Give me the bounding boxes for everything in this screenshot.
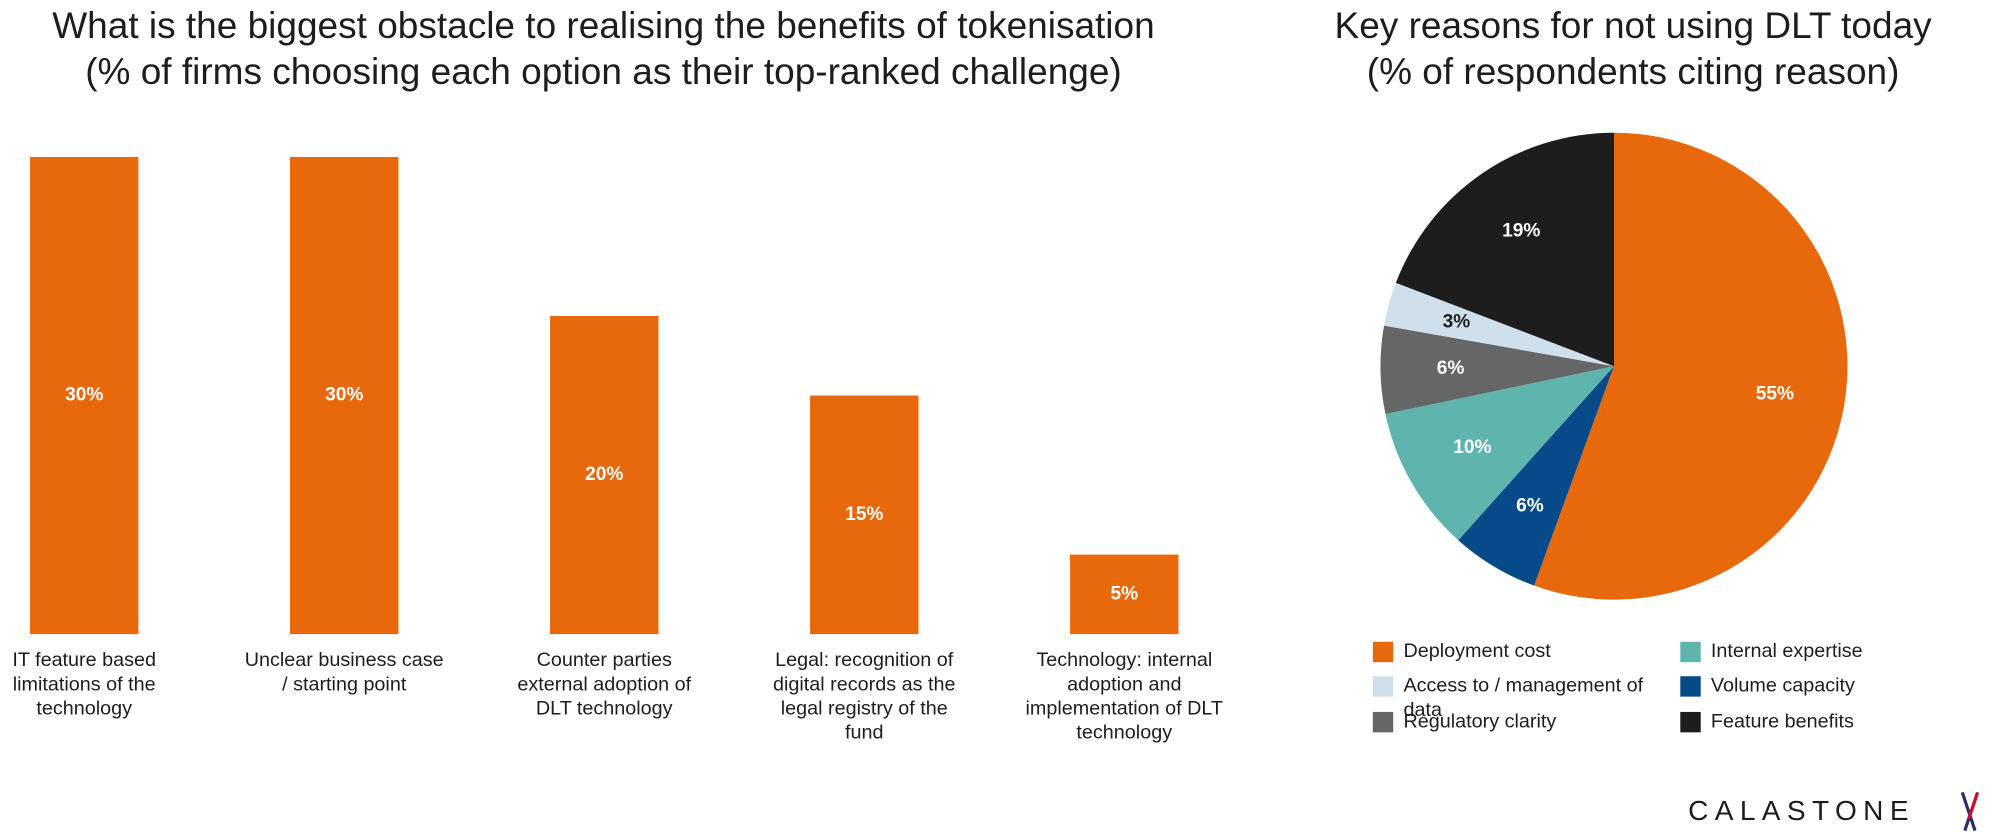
bar [810,395,919,635]
slice-label: 10% [1453,437,1491,458]
category-label-box: IT feature based limitations of the tech… [12,649,157,720]
legend-label-box: Access to / management of data [1403,674,1644,721]
slice-label: 3% [1443,312,1471,333]
pie-slice [1380,325,1614,415]
pie-slice [1384,282,1614,367]
category-label: Technology: internal adoption and implem… [1025,649,1224,744]
slice-label: 6% [1516,495,1544,516]
legend-label-box: Internal expertise [1710,640,1863,663]
pie-slice [1534,132,1848,600]
legend-swatch [1372,676,1394,697]
category-label: Counter parties external adoption of DLT… [517,649,692,720]
legend-label: Deployment cost [1403,640,1551,663]
pie-slice [1458,366,1614,586]
value-label: 30% [325,385,363,406]
bar [550,316,659,635]
slice-label: 6% [1437,358,1465,379]
category-label-box: Technology: internal adoption and implem… [1025,649,1224,744]
value-label: 20% [585,464,623,485]
slice-label: 19% [1502,221,1540,242]
legend-swatch [1680,711,1701,733]
legend-label-box: Feature benefits [1710,710,1854,733]
category-label-box: Legal: recognition of digital records as… [773,649,956,744]
legend-label-box: Deployment cost [1403,640,1551,663]
value-label: 5% [1110,583,1138,604]
bar-title: What is the biggest obstacle to realisin… [52,5,1154,46]
category-label: Legal: recognition of digital records as… [773,649,956,744]
pie-title: Key reasons for not using DLT today [1335,5,1933,46]
slice-label: 55% [1756,384,1794,405]
legend-label: Feature benefits [1710,710,1854,733]
bar [1070,554,1179,635]
category-label-box: Counter parties external adoption of DLT… [517,649,692,720]
logo-mark-accent [1967,791,1980,820]
legend-swatch [1372,641,1394,663]
value-label: 30% [65,385,103,406]
logo: CALASTONE [1688,795,1915,826]
category-label: IT feature based limitations of the tech… [12,649,157,720]
bar [290,156,399,635]
value-label: 15% [845,504,883,525]
legend-label-box: Volume capacity [1710,674,1855,697]
pie-slice [1395,132,1614,367]
legend-label: Access to / management of data [1403,674,1644,721]
bar [29,156,139,635]
legend-swatch [1680,676,1701,697]
category-label-box: Unclear business case / starting point [244,649,444,696]
legend-label: Regulatory clarity [1403,710,1557,733]
bar-subtitle: (% of firms choosing each option as thei… [85,51,1122,92]
pie-subtitle: (% of respondents citing reason) [1367,51,1900,92]
legend-swatch [1372,711,1394,733]
category-label: Unclear business case / starting point [244,649,444,696]
legend-label: Internal expertise [1710,640,1863,663]
legend-label-box: Regulatory clarity [1403,710,1557,733]
legend-label: Volume capacity [1710,674,1855,697]
pie-slice [1385,366,1614,541]
legend-swatch [1680,641,1701,663]
